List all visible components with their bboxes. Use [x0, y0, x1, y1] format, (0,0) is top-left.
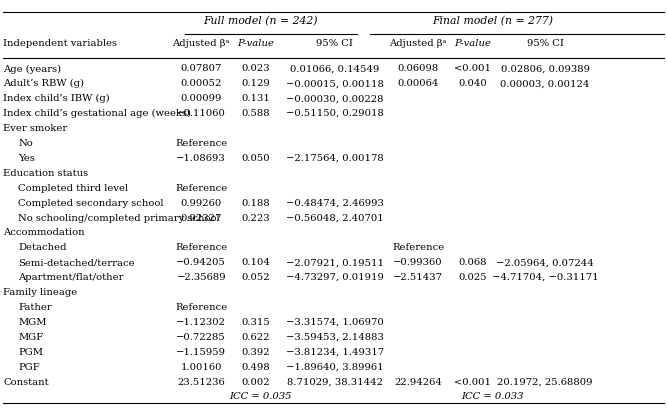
- Text: −1.12302: −1.12302: [176, 317, 226, 326]
- Text: Constant: Constant: [3, 377, 49, 386]
- Text: Adult’s RBW (g): Adult’s RBW (g): [3, 79, 85, 88]
- Text: −0.56048, 2.40701: −0.56048, 2.40701: [286, 213, 384, 222]
- Text: MGF: MGF: [18, 332, 43, 341]
- Text: Adjusted βᵃ: Adjusted βᵃ: [173, 39, 230, 48]
- Text: Reference: Reference: [175, 243, 227, 252]
- Text: 0.00052: 0.00052: [181, 79, 222, 88]
- Text: Education status: Education status: [3, 169, 89, 177]
- Text: −2.35689: −2.35689: [176, 273, 226, 282]
- Text: Ever smoker: Ever smoker: [3, 124, 67, 133]
- Text: 0.498: 0.498: [241, 362, 270, 371]
- Text: No: No: [18, 139, 33, 147]
- Text: 8.71029, 38.31442: 8.71029, 38.31442: [287, 377, 383, 386]
- Text: PGF: PGF: [18, 362, 40, 371]
- Text: 0.00003, 0.00124: 0.00003, 0.00124: [500, 79, 590, 88]
- Text: −3.81234, 1.49317: −3.81234, 1.49317: [285, 347, 384, 356]
- Text: 0.01066, 0.14549: 0.01066, 0.14549: [290, 64, 380, 73]
- Text: 0.622: 0.622: [241, 332, 269, 341]
- Text: P-value: P-value: [237, 39, 274, 48]
- Text: −4.73297, 0.01919: −4.73297, 0.01919: [286, 273, 384, 282]
- Text: −1.15959: −1.15959: [176, 347, 226, 356]
- Text: −2.05964, 0.07244: −2.05964, 0.07244: [496, 258, 594, 267]
- Text: −3.31574, 1.06970: −3.31574, 1.06970: [286, 317, 384, 326]
- Text: MGM: MGM: [18, 317, 47, 326]
- Text: 95% CI: 95% CI: [527, 39, 564, 48]
- Text: −0.48474, 2.46993: −0.48474, 2.46993: [286, 198, 384, 207]
- Text: 0.99260: 0.99260: [181, 198, 222, 207]
- Text: Family lineage: Family lineage: [3, 287, 77, 297]
- Text: Adjusted βᵃ: Adjusted βᵃ: [390, 39, 447, 48]
- Text: ICC = 0.035: ICC = 0.035: [229, 392, 292, 401]
- Text: 0.068: 0.068: [458, 258, 487, 267]
- Text: Age (years): Age (years): [3, 64, 61, 74]
- Text: 0.002: 0.002: [241, 377, 269, 386]
- Text: −3.59453, 2.14883: −3.59453, 2.14883: [286, 332, 384, 341]
- Text: 1.00160: 1.00160: [181, 362, 222, 371]
- Text: Reference: Reference: [175, 302, 227, 311]
- Text: 95% CI: 95% CI: [316, 39, 354, 48]
- Text: −0.00015, 0.00118: −0.00015, 0.00118: [286, 79, 384, 88]
- Text: Completed third level: Completed third level: [18, 183, 128, 192]
- Text: −0.11060: −0.11060: [176, 109, 226, 118]
- Text: 0.02806, 0.09389: 0.02806, 0.09389: [501, 64, 590, 73]
- Text: 0.223: 0.223: [241, 213, 269, 222]
- Text: Accommodation: Accommodation: [3, 228, 85, 237]
- Text: 0.06098: 0.06098: [398, 64, 439, 73]
- Text: Independent variables: Independent variables: [3, 39, 117, 48]
- Text: 23.51236: 23.51236: [177, 377, 225, 386]
- Text: P-value: P-value: [454, 39, 491, 48]
- Text: Final model (n = 277): Final model (n = 277): [432, 16, 553, 26]
- Text: 20.1972, 25.68809: 20.1972, 25.68809: [498, 377, 593, 386]
- Text: 0.131: 0.131: [241, 94, 270, 103]
- Text: 0.588: 0.588: [241, 109, 269, 118]
- Text: Index child’s IBW (g): Index child’s IBW (g): [3, 94, 110, 103]
- Text: <0.001: <0.001: [454, 64, 491, 73]
- Text: −2.17564, 0.00178: −2.17564, 0.00178: [286, 154, 384, 162]
- Text: Completed secondary school: Completed secondary school: [18, 198, 163, 207]
- Text: 0.07807: 0.07807: [181, 64, 222, 73]
- Text: Reference: Reference: [175, 139, 227, 147]
- Text: Reference: Reference: [175, 183, 227, 192]
- Text: 0.040: 0.040: [458, 79, 487, 88]
- Text: −2.07921, 0.19511: −2.07921, 0.19511: [286, 258, 384, 267]
- Text: −0.51150, 0.29018: −0.51150, 0.29018: [286, 109, 384, 118]
- Text: 0.315: 0.315: [241, 317, 270, 326]
- Text: 0.023: 0.023: [241, 64, 269, 73]
- Text: 0.00099: 0.00099: [181, 94, 222, 103]
- Text: ICC = 0.033: ICC = 0.033: [461, 392, 524, 401]
- Text: Semi-detached/terrace: Semi-detached/terrace: [18, 258, 135, 267]
- Text: No schooling/completed primary school: No schooling/completed primary school: [18, 213, 219, 222]
- Text: −0.99360: −0.99360: [394, 258, 443, 267]
- Text: Full model (n = 242): Full model (n = 242): [203, 16, 318, 26]
- Text: <0.001: <0.001: [454, 377, 491, 386]
- Text: 22.94264: 22.94264: [394, 377, 442, 386]
- Text: Detached: Detached: [18, 243, 67, 252]
- Text: 0.129: 0.129: [241, 79, 270, 88]
- Text: −0.00030, 0.00228: −0.00030, 0.00228: [286, 94, 384, 103]
- Text: −0.72285: −0.72285: [176, 332, 226, 341]
- Text: Yes: Yes: [18, 154, 35, 162]
- Text: −1.08693: −1.08693: [176, 154, 226, 162]
- Text: −2.51437: −2.51437: [393, 273, 443, 282]
- Text: 0.052: 0.052: [241, 273, 269, 282]
- Text: Apartment/flat/other: Apartment/flat/other: [18, 273, 123, 282]
- Text: 0.050: 0.050: [241, 154, 269, 162]
- Text: 0.392: 0.392: [241, 347, 269, 356]
- Text: −0.94205: −0.94205: [176, 258, 226, 267]
- Text: 0.00064: 0.00064: [398, 79, 439, 88]
- Text: 0.188: 0.188: [241, 198, 270, 207]
- Text: 0.104: 0.104: [241, 258, 270, 267]
- Text: −4.71704, −0.31171: −4.71704, −0.31171: [492, 273, 598, 282]
- Text: Reference: Reference: [392, 243, 444, 252]
- Text: PGM: PGM: [18, 347, 43, 356]
- Text: −1.89640, 3.89961: −1.89640, 3.89961: [286, 362, 384, 371]
- Text: 0.92327: 0.92327: [181, 213, 222, 222]
- Text: 0.025: 0.025: [458, 273, 487, 282]
- Text: Father: Father: [18, 302, 52, 311]
- Text: Index child’s gestational age (weeks): Index child’s gestational age (weeks): [3, 109, 191, 118]
